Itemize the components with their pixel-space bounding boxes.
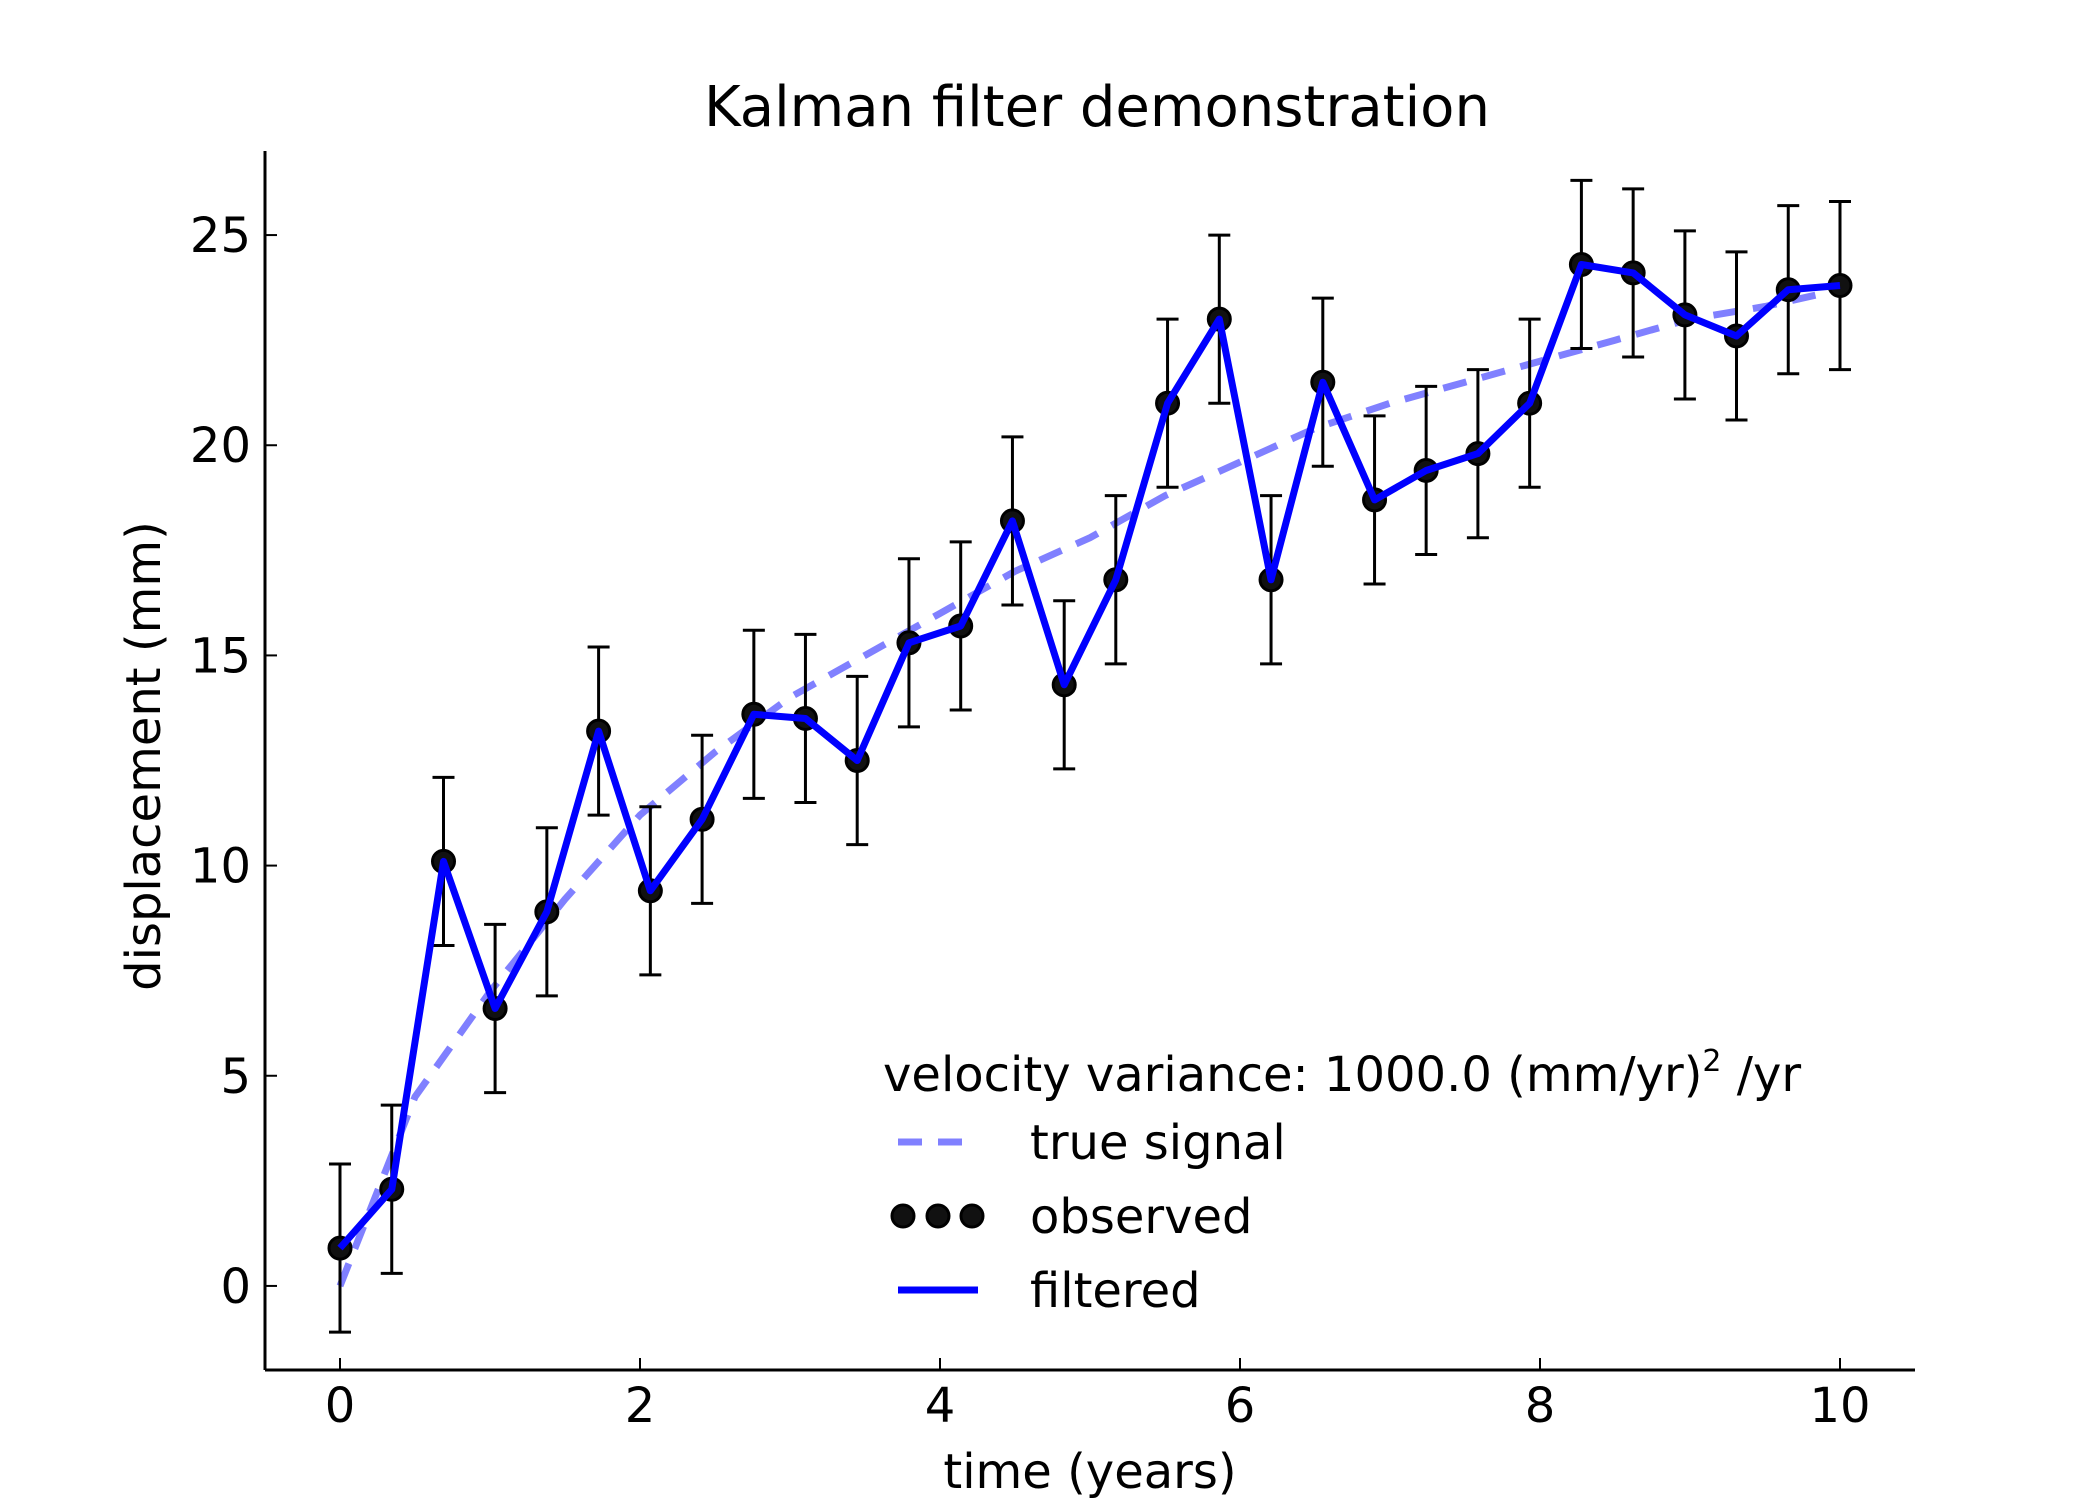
y-tick-label: 25 bbox=[190, 208, 251, 264]
legend-label: true signal bbox=[1030, 1115, 1286, 1171]
legend-title-superscript: 2 bbox=[1702, 1044, 1721, 1079]
legend-swatch-observed bbox=[890, 1203, 916, 1229]
legend-title-prefix: velocity variance: 1000.0 (mm/yr) bbox=[883, 1047, 1702, 1103]
plot-area bbox=[327, 178, 1853, 1334]
chart-title: Kalman filter demonstration bbox=[704, 75, 1490, 140]
x-axis-label: time (years) bbox=[943, 1444, 1236, 1500]
legend-items: true signal observed filtered bbox=[890, 1115, 1286, 1319]
legend-title-suffix: /yr bbox=[1722, 1047, 1802, 1103]
legend-item: filtered bbox=[898, 1263, 1201, 1319]
x-tick-label: 6 bbox=[1225, 1378, 1256, 1434]
y-tick-label: 15 bbox=[190, 628, 251, 684]
legend-item: observed bbox=[890, 1189, 1253, 1245]
y-tick-label: 10 bbox=[190, 839, 251, 895]
legend-swatch-observed bbox=[925, 1203, 951, 1229]
true-signal-line bbox=[336, 286, 1841, 1288]
y-axis-label: displacement (mm) bbox=[116, 521, 172, 991]
y-tick-label: 0 bbox=[220, 1259, 251, 1315]
x-tick-label: 4 bbox=[925, 1378, 956, 1434]
y-tick-label: 20 bbox=[190, 418, 251, 474]
filtered-line bbox=[337, 261, 1841, 1251]
x-tick-label: 0 bbox=[325, 1378, 356, 1434]
legend-title: velocity variance: 1000.0 (mm/yr)2 /yr bbox=[883, 1044, 1801, 1103]
legend: velocity variance: 1000.0 (mm/yr)2 /yr t… bbox=[883, 1044, 1801, 1319]
x-ticks: 0 2 4 6 8 10 bbox=[325, 1358, 1871, 1434]
y-ticks: 0 5 10 15 20 25 bbox=[190, 208, 277, 1315]
legend-label: filtered bbox=[1030, 1263, 1201, 1319]
y-tick-label: 5 bbox=[220, 1049, 251, 1105]
legend-label: observed bbox=[1030, 1189, 1253, 1245]
x-tick-label: 10 bbox=[1809, 1378, 1870, 1434]
legend-swatch-observed bbox=[959, 1203, 985, 1229]
x-tick-label: 8 bbox=[1525, 1378, 1556, 1434]
legend-item: true signal bbox=[898, 1115, 1286, 1171]
x-tick-label: 2 bbox=[625, 1378, 656, 1434]
axes bbox=[263, 151, 1915, 1372]
